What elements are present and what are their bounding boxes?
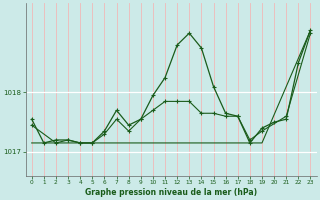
X-axis label: Graphe pression niveau de la mer (hPa): Graphe pression niveau de la mer (hPa)	[85, 188, 257, 197]
